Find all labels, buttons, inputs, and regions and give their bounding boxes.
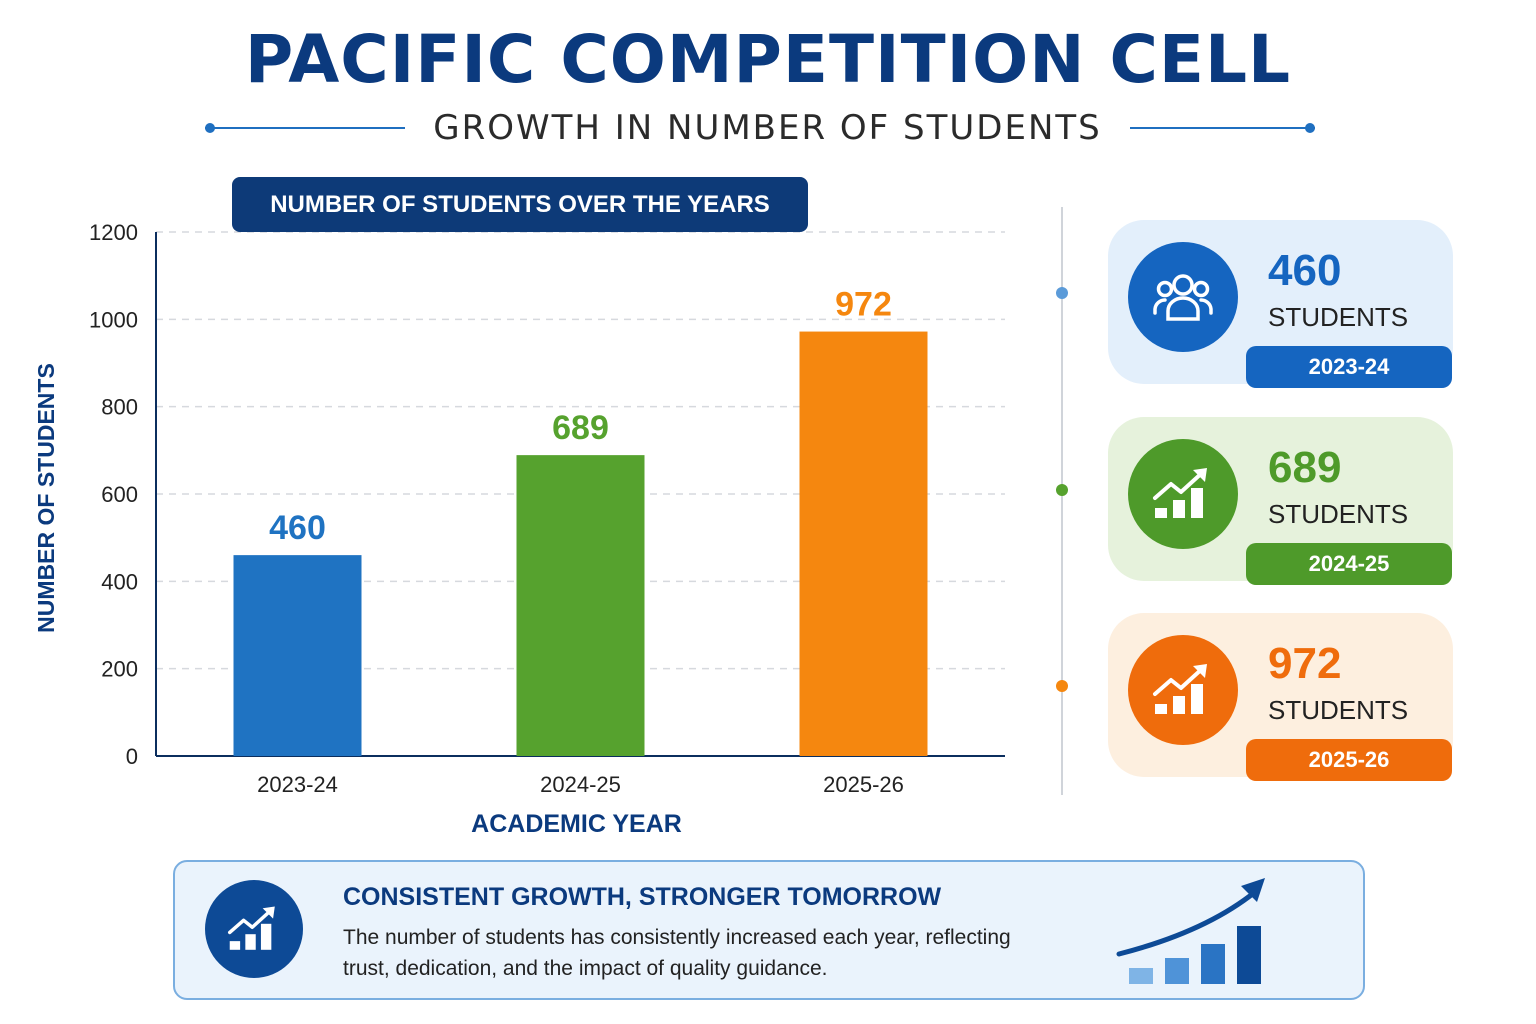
stat-label: STUDENTS (1268, 302, 1409, 332)
stat-card-2025-26: 972 STUDENTS 2025-26 (1108, 613, 1453, 781)
bar-2023-24 (233, 555, 362, 756)
timeline-divider (1061, 207, 1063, 795)
bar-2025-26 (799, 331, 928, 756)
growth-chart-icon (1128, 439, 1238, 549)
stat-label: STUDENTS (1268, 499, 1409, 529)
growth-chart-icon (205, 880, 303, 978)
data-label: 972 (835, 286, 892, 324)
subtitle-dot-left (205, 123, 215, 133)
growth-chart-icon (1128, 635, 1238, 745)
data-label: 689 (552, 409, 609, 447)
timeline-dot-2 (1056, 484, 1068, 496)
page-title: PACIFIC COMPETITION CELL (244, 21, 1292, 98)
y-tick-label: 600 (101, 482, 138, 507)
users-icon (1128, 242, 1238, 352)
y-tick-label: 0 (126, 744, 138, 769)
x-tick-label: 2024-25 (540, 772, 621, 797)
stat-value: 972 (1268, 639, 1342, 688)
subtitle-rule-left (205, 127, 405, 129)
chart-title-badge: NUMBER OF STUDENTS OVER THE YEARS (232, 177, 808, 232)
data-label: 460 (269, 509, 326, 547)
subtitle-rule-right (1130, 127, 1315, 129)
y-tick-label: 800 (101, 395, 138, 420)
timeline-dot-3 (1056, 680, 1068, 692)
bar-2024-25 (516, 455, 645, 756)
page-subtitle: GROWTH IN NUMBER OF STUDENTS (433, 108, 1102, 148)
stat-card-2024-25: 689 STUDENTS 2024-25 (1108, 417, 1453, 585)
year-badge: 2025-26 (1246, 739, 1452, 781)
callout-body: The number of students has consistently … (343, 926, 1011, 980)
rising-bars-arrow-icon (1116, 878, 1265, 984)
y-tick-label: 400 (101, 569, 138, 594)
year-badge: 2024-25 (1246, 543, 1452, 585)
stat-value: 689 (1268, 443, 1342, 492)
y-axis-title: NUMBER OF STUDENTS (33, 363, 59, 633)
subtitle-row: GROWTH IN NUMBER OF STUDENTS (205, 106, 1315, 150)
stat-label: STUDENTS (1268, 695, 1409, 725)
subtitle-dot-right (1305, 123, 1315, 133)
x-axis-title: ACADEMIC YEAR (471, 810, 682, 838)
growth-callout: CONSISTENT GROWTH, STRONGER TOMORROW The… (173, 860, 1365, 1000)
year-badge: 2023-24 (1246, 346, 1452, 388)
y-tick-label: 200 (101, 657, 138, 682)
x-tick-label: 2023-24 (257, 772, 338, 797)
stat-card-2023-24: 460 STUDENTS 2023-24 (1108, 220, 1453, 388)
callout-heading: CONSISTENT GROWTH, STRONGER TOMORROW (343, 883, 942, 911)
y-tick-label: 1000 (89, 307, 138, 332)
stat-value: 460 (1268, 246, 1342, 295)
y-tick-label: 1200 (89, 220, 138, 245)
x-tick-label: 2025-26 (823, 772, 904, 797)
timeline-dot-1 (1056, 287, 1068, 299)
